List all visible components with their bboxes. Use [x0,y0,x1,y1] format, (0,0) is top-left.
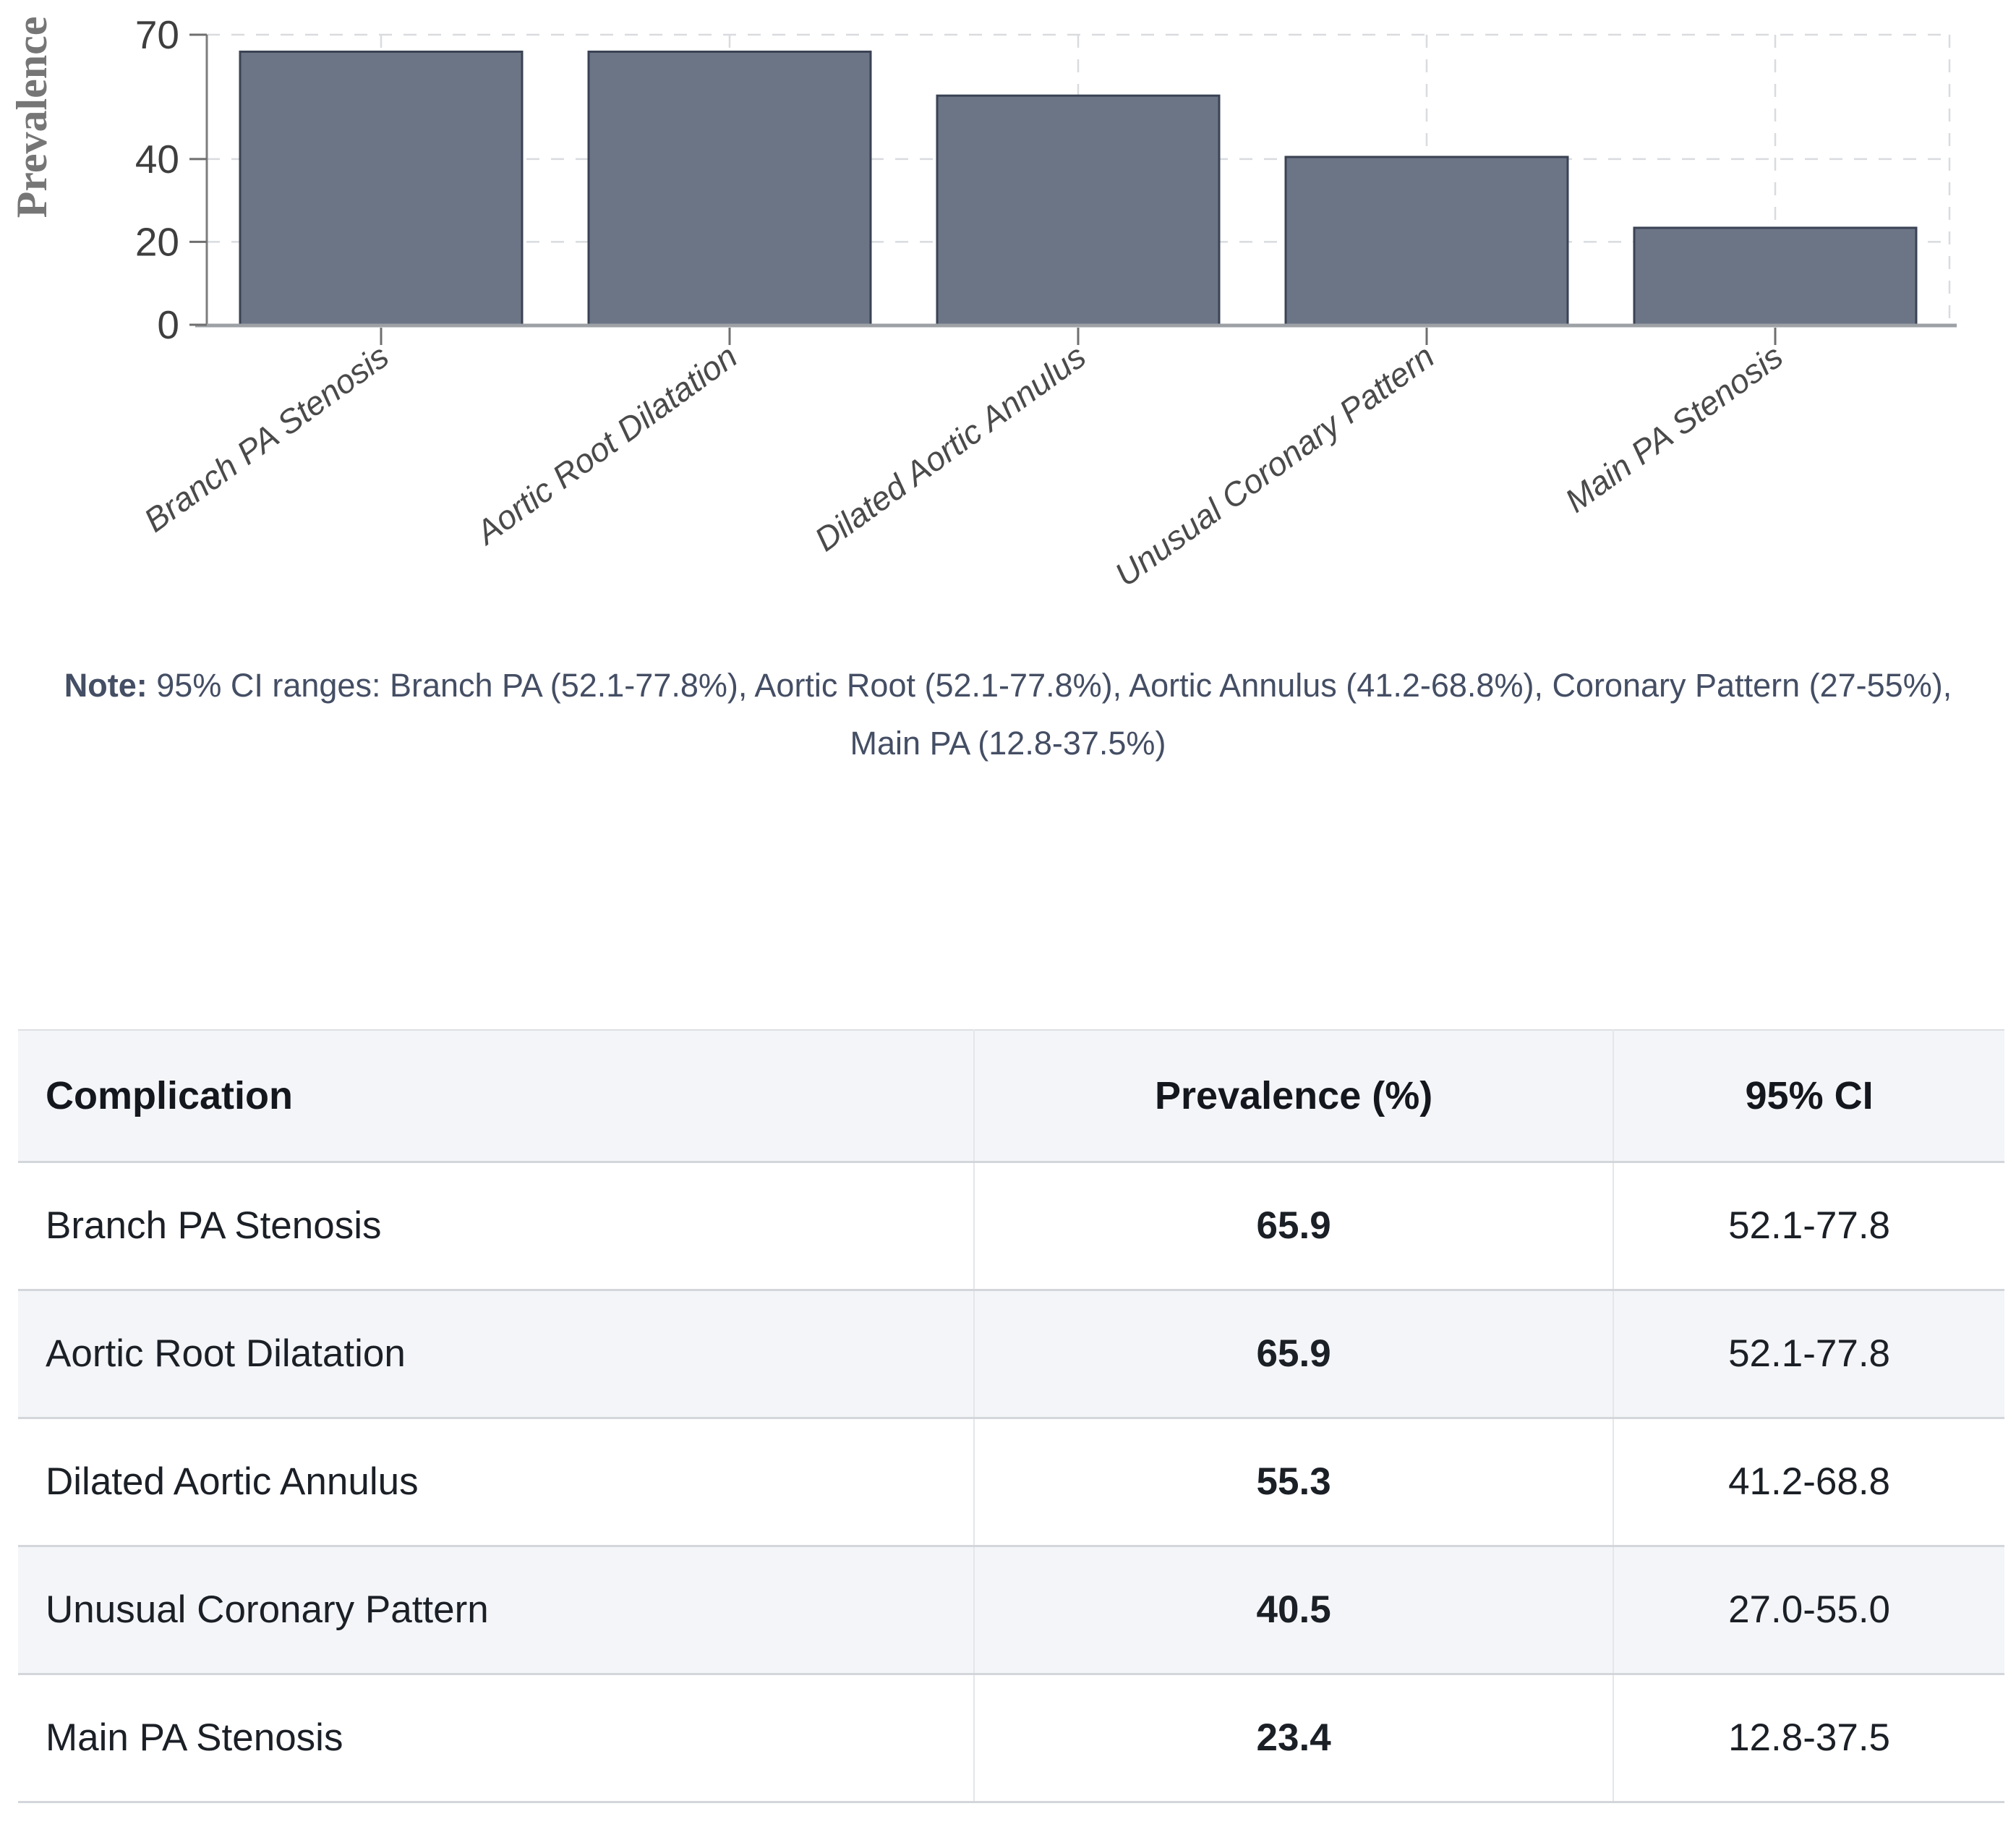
x-category-label: Main PA Stenosis [1558,337,1790,519]
bar-4 [1284,156,1569,326]
bar-5 [1633,226,1918,326]
cell-prevalence: 65.9 [973,1162,1614,1290]
table-container: Complication Prevalence (%) 95% CI Branc… [18,1029,2004,1803]
table-row: Aortic Root Dilatation 65.9 52.1-77.8 [18,1290,2004,1418]
x-category-label: Aortic Root Dilatation [467,337,744,553]
header-complication: Complication [46,1073,294,1117]
header-prevalence: Prevalence (%) [973,1030,1614,1162]
bar-3 [936,94,1221,326]
note-label: Note: [64,667,148,704]
cell-prevalence: 55.3 [973,1418,1614,1546]
cell-prevalence: 23.4 [973,1674,1614,1802]
note-line1: 95% CI ranges: Branch PA (52.1-77.8%), A… [156,667,1952,704]
cell-complication: Aortic Root Dilatation [46,1332,406,1375]
note-line2: Main PA (12.8-37.5%) [850,725,1166,762]
complications-table: Complication Prevalence (%) 95% CI Branc… [18,1029,2004,1803]
cell-ci: 52.1-77.8 [1613,1290,2004,1418]
y-tick-label: 0 [157,302,179,347]
cell-prevalence: 40.5 [973,1546,1614,1674]
table-row: Dilated Aortic Annulus 55.3 41.2-68.8 [18,1418,2004,1546]
table-row: Branch PA Stenosis 65.9 52.1-77.8 [18,1162,2004,1290]
header-ci: 95% CI [1613,1030,2004,1162]
y-tick-label: 70 [135,12,179,57]
x-category-label: Branch PA Stenosis [137,337,395,540]
table-header-row: Complication Prevalence (%) 95% CI [18,1030,2004,1162]
table-row: Main PA Stenosis 23.4 12.8-37.5 [18,1674,2004,1802]
prevalence-bar-chart: 0 20 40 70 Branch PA Stenosis Aortic Root Dil… [8,12,1957,594]
cell-complication: Dilated Aortic Annulus [46,1460,419,1503]
cell-ci: 12.8-37.5 [1613,1674,2004,1802]
x-category-label: Dilated Aortic Annulus [808,337,1093,558]
y-tick-label: 40 [135,137,179,182]
table-row: Unusual Coronary Pattern 40.5 27.0-55.0 [18,1546,2004,1674]
cell-complication: Main PA Stenosis [46,1716,343,1759]
cell-ci: 52.1-77.8 [1613,1162,2004,1290]
cell-ci: 27.0-55.0 [1613,1546,2004,1674]
bar-1 [239,50,524,326]
cell-complication: Branch PA Stenosis [46,1204,382,1247]
y-axis-title: Prevalence [8,17,56,218]
cell-ci: 41.2-68.8 [1613,1418,2004,1546]
table-body: Branch PA Stenosis 65.9 52.1-77.8 Aortic Ro… [18,1162,2004,1802]
note: Note: 95% CI ranges: Branch PA (52.1-77.… [0,657,2016,772]
y-tick-label: 20 [135,219,179,264]
cell-prevalence: 65.9 [973,1290,1614,1418]
x-category-label: Unusual Coronary Pattern [1108,337,1441,594]
cell-complication: Unusual Coronary Pattern [46,1588,489,1631]
bar-2 [587,50,872,326]
